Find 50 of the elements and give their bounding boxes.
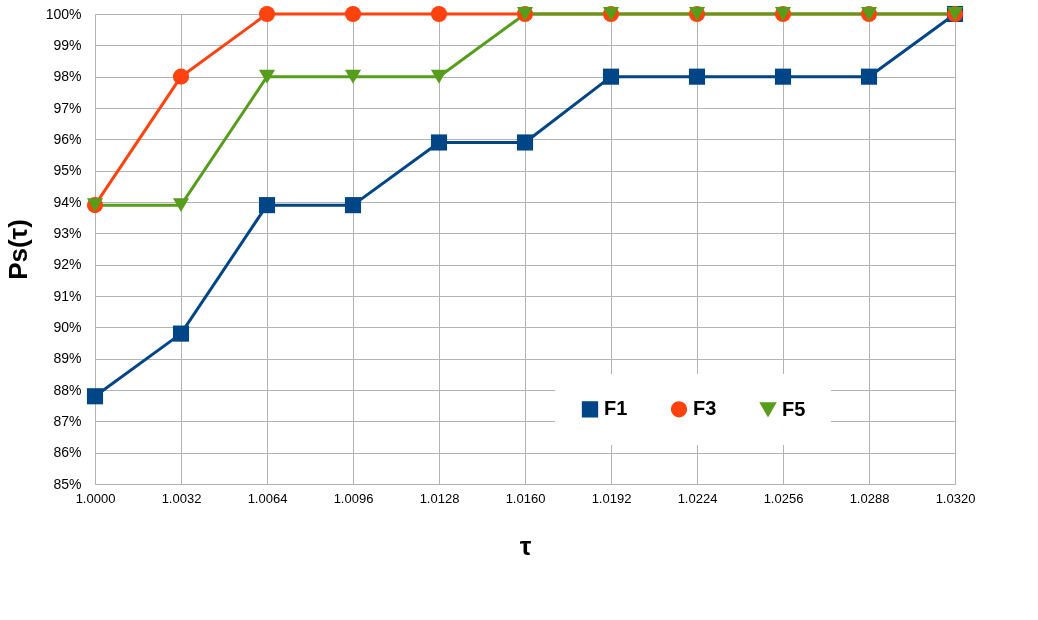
point — [516, 134, 534, 151]
point — [86, 388, 104, 405]
y-tick-label: 91% — [53, 287, 82, 304]
x-tick-label: 1.0000 — [75, 490, 116, 506]
y-tick-label: 95% — [53, 162, 82, 179]
y-tick-label: 99% — [53, 36, 82, 53]
legend-label: F1 — [604, 397, 628, 420]
point — [172, 325, 190, 342]
y-tick-label: 97% — [53, 99, 82, 116]
y-tick-label: 90% — [53, 318, 82, 335]
point — [430, 134, 448, 151]
x-tick-label: 1.0160 — [505, 490, 546, 506]
y-tick-label: 85% — [53, 475, 82, 492]
x-axis-title: τ — [519, 530, 532, 561]
x-tick-label: 1.0064 — [247, 490, 288, 506]
x-tick-label: 1.0320 — [935, 490, 976, 506]
y-tick-label: 87% — [53, 412, 82, 429]
x-tick-label: 1.0192 — [591, 490, 632, 506]
y-tick-label: 93% — [53, 224, 82, 241]
point — [344, 197, 362, 214]
point — [860, 68, 878, 85]
x-tick-label: 1.0256 — [763, 490, 804, 506]
point — [258, 197, 276, 214]
y-tick-label: 86% — [53, 444, 82, 461]
y-tick-label: 96% — [53, 130, 82, 147]
y-tick-label: 98% — [53, 68, 82, 85]
y-tick-label: 92% — [53, 256, 82, 273]
x-tick-label: 1.0224 — [677, 490, 718, 506]
x-tick-label: 1.0128 — [419, 490, 460, 506]
point — [430, 5, 448, 23]
legend-label: F5 — [782, 397, 806, 420]
point — [774, 68, 792, 85]
legend-label: F3 — [693, 397, 717, 420]
point — [258, 69, 276, 84]
point — [602, 68, 620, 85]
point — [688, 68, 706, 85]
point — [172, 198, 190, 213]
y-tick-label: 94% — [53, 193, 82, 210]
x-tick-label: 1.0032 — [161, 490, 202, 506]
x-tick-label: 1.0288 — [849, 490, 890, 506]
point — [430, 69, 448, 84]
point — [258, 5, 276, 23]
point — [344, 5, 362, 23]
y-axis-title: Ps(τ) — [2, 219, 33, 280]
y-tick-label: 88% — [53, 381, 82, 398]
point — [344, 69, 362, 84]
y-tick-label: 89% — [53, 350, 82, 367]
point — [172, 68, 190, 85]
y-tick-label: 100% — [45, 5, 82, 22]
x-tick-label: 1.0096 — [333, 490, 374, 506]
